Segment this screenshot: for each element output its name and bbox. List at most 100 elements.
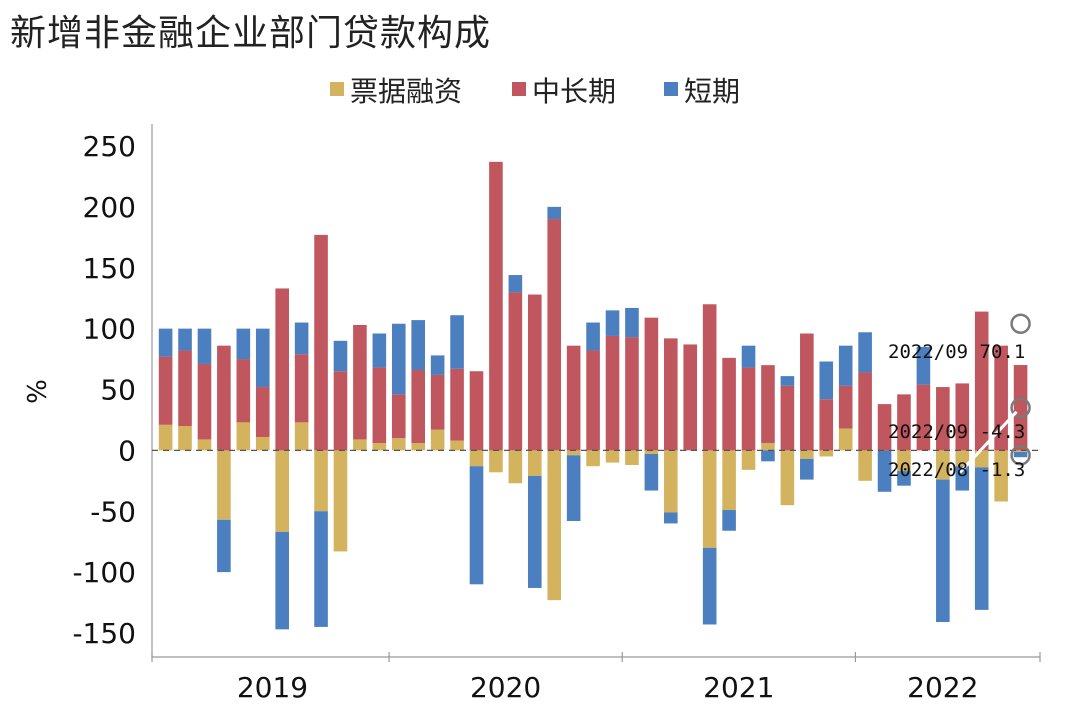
bar-segment — [158, 356, 173, 425]
bar-segment — [489, 450, 503, 473]
bar-segment — [800, 450, 814, 459]
bar-segment — [158, 328, 173, 357]
bar-segment — [897, 394, 911, 451]
bar-segment — [877, 404, 892, 451]
annotation-marker-3 — [1010, 444, 1031, 466]
bar-segment — [566, 450, 581, 456]
bar-segment — [625, 450, 639, 465]
bar-segment — [897, 471, 911, 486]
annotation-label-3: 2022/08 -1.3 — [888, 459, 1025, 481]
annotation-marker-2 — [1010, 397, 1031, 419]
bar-segment — [858, 450, 872, 481]
x-year-label: 2019 — [237, 671, 308, 704]
y-tick-label: 250 — [83, 130, 136, 163]
y-tick-label: -100 — [72, 556, 136, 589]
bar-segment — [994, 450, 1008, 502]
annotation-label-2: 2022/09 -4.3 — [888, 421, 1025, 443]
bar-segment — [936, 479, 950, 623]
bar-segment — [664, 512, 678, 524]
bar-segment — [605, 335, 620, 451]
bar-segment — [1013, 451, 1028, 458]
y-tick-label: 150 — [83, 252, 136, 285]
bar-segment — [158, 424, 173, 451]
y-tick-label: 100 — [83, 313, 136, 346]
bar-segment — [838, 385, 853, 429]
y-axis-label: % — [23, 379, 53, 404]
bar-segment — [333, 450, 348, 552]
bar-segment — [372, 333, 387, 368]
annotation-label-1: 2022/09 70.1 — [888, 341, 1025, 363]
bar-segment — [702, 450, 717, 548]
bar-segment — [625, 337, 639, 451]
bar-segment — [255, 387, 270, 437]
y-tick-label: -150 — [72, 617, 136, 650]
bar-segment — [955, 450, 970, 467]
chart-title: 新增非金融企业部门贷款构成 — [10, 13, 492, 54]
bar-segment — [547, 450, 562, 601]
y-tick-label: 0 — [118, 434, 136, 467]
bar-segment — [469, 371, 484, 451]
bar-segment — [391, 438, 406, 451]
bar-segment — [936, 387, 950, 451]
bar-segment — [761, 443, 775, 451]
bar-segment — [314, 511, 328, 627]
bar-segment — [527, 294, 542, 451]
bar-segment — [178, 350, 192, 427]
bar-segment — [702, 547, 717, 625]
bar-segment — [333, 371, 348, 451]
bar-segment — [974, 311, 989, 451]
bar-segment — [508, 292, 523, 451]
bar-segment — [411, 370, 425, 444]
bar-segment — [800, 458, 814, 480]
bar-segment — [566, 455, 581, 521]
bar-segment — [469, 450, 484, 467]
bar-segment — [411, 443, 425, 451]
bar-segment — [391, 394, 406, 439]
bar-segment — [236, 328, 251, 360]
bar-segment — [178, 426, 192, 451]
bar-segment — [469, 466, 484, 585]
bar-segment — [391, 323, 406, 395]
bar-segment — [586, 322, 600, 351]
bar-segment — [780, 376, 795, 386]
bar-segment — [664, 450, 678, 513]
bar-segment — [644, 317, 659, 451]
bar-segment — [916, 346, 931, 385]
bar-segment — [586, 350, 600, 451]
bar-segment — [858, 332, 872, 373]
bar-segment — [236, 359, 251, 423]
bar-segment — [372, 443, 387, 451]
bar-segment — [217, 519, 231, 573]
annotation-marker-1 — [1010, 313, 1031, 335]
legend-label-1: 票据融资 — [350, 75, 462, 108]
bar-segment — [508, 275, 523, 293]
bar-segment — [294, 322, 309, 355]
bar-segment — [294, 354, 309, 423]
bar-segment — [314, 234, 328, 451]
bar-segment — [450, 315, 464, 369]
x-year-label: 2022 — [907, 671, 978, 704]
bar-segment — [741, 450, 756, 470]
legend-swatch-1 — [330, 82, 344, 96]
bar-segment — [800, 333, 814, 451]
bar-segment — [974, 467, 989, 610]
bar-segment — [197, 439, 212, 451]
bar-segment — [819, 361, 834, 400]
annotation-leader — [958, 410, 1018, 474]
bar-segment — [780, 385, 795, 451]
bar-segment — [197, 363, 212, 440]
bar-segment — [314, 450, 328, 512]
bar-segment — [411, 320, 425, 371]
bar-segment — [780, 450, 795, 506]
bar-segment — [566, 345, 581, 451]
y-tick-label: 50 — [100, 374, 136, 407]
bar-segment — [936, 450, 950, 480]
legend-label-3: 短期 — [684, 75, 740, 108]
bar-segment — [819, 450, 834, 457]
bar-segment — [897, 450, 911, 472]
bar-segment — [547, 219, 562, 451]
bar-segment — [508, 450, 523, 484]
bar-segment — [858, 372, 872, 451]
bar-segment — [430, 374, 445, 430]
bar-segment — [741, 345, 756, 368]
